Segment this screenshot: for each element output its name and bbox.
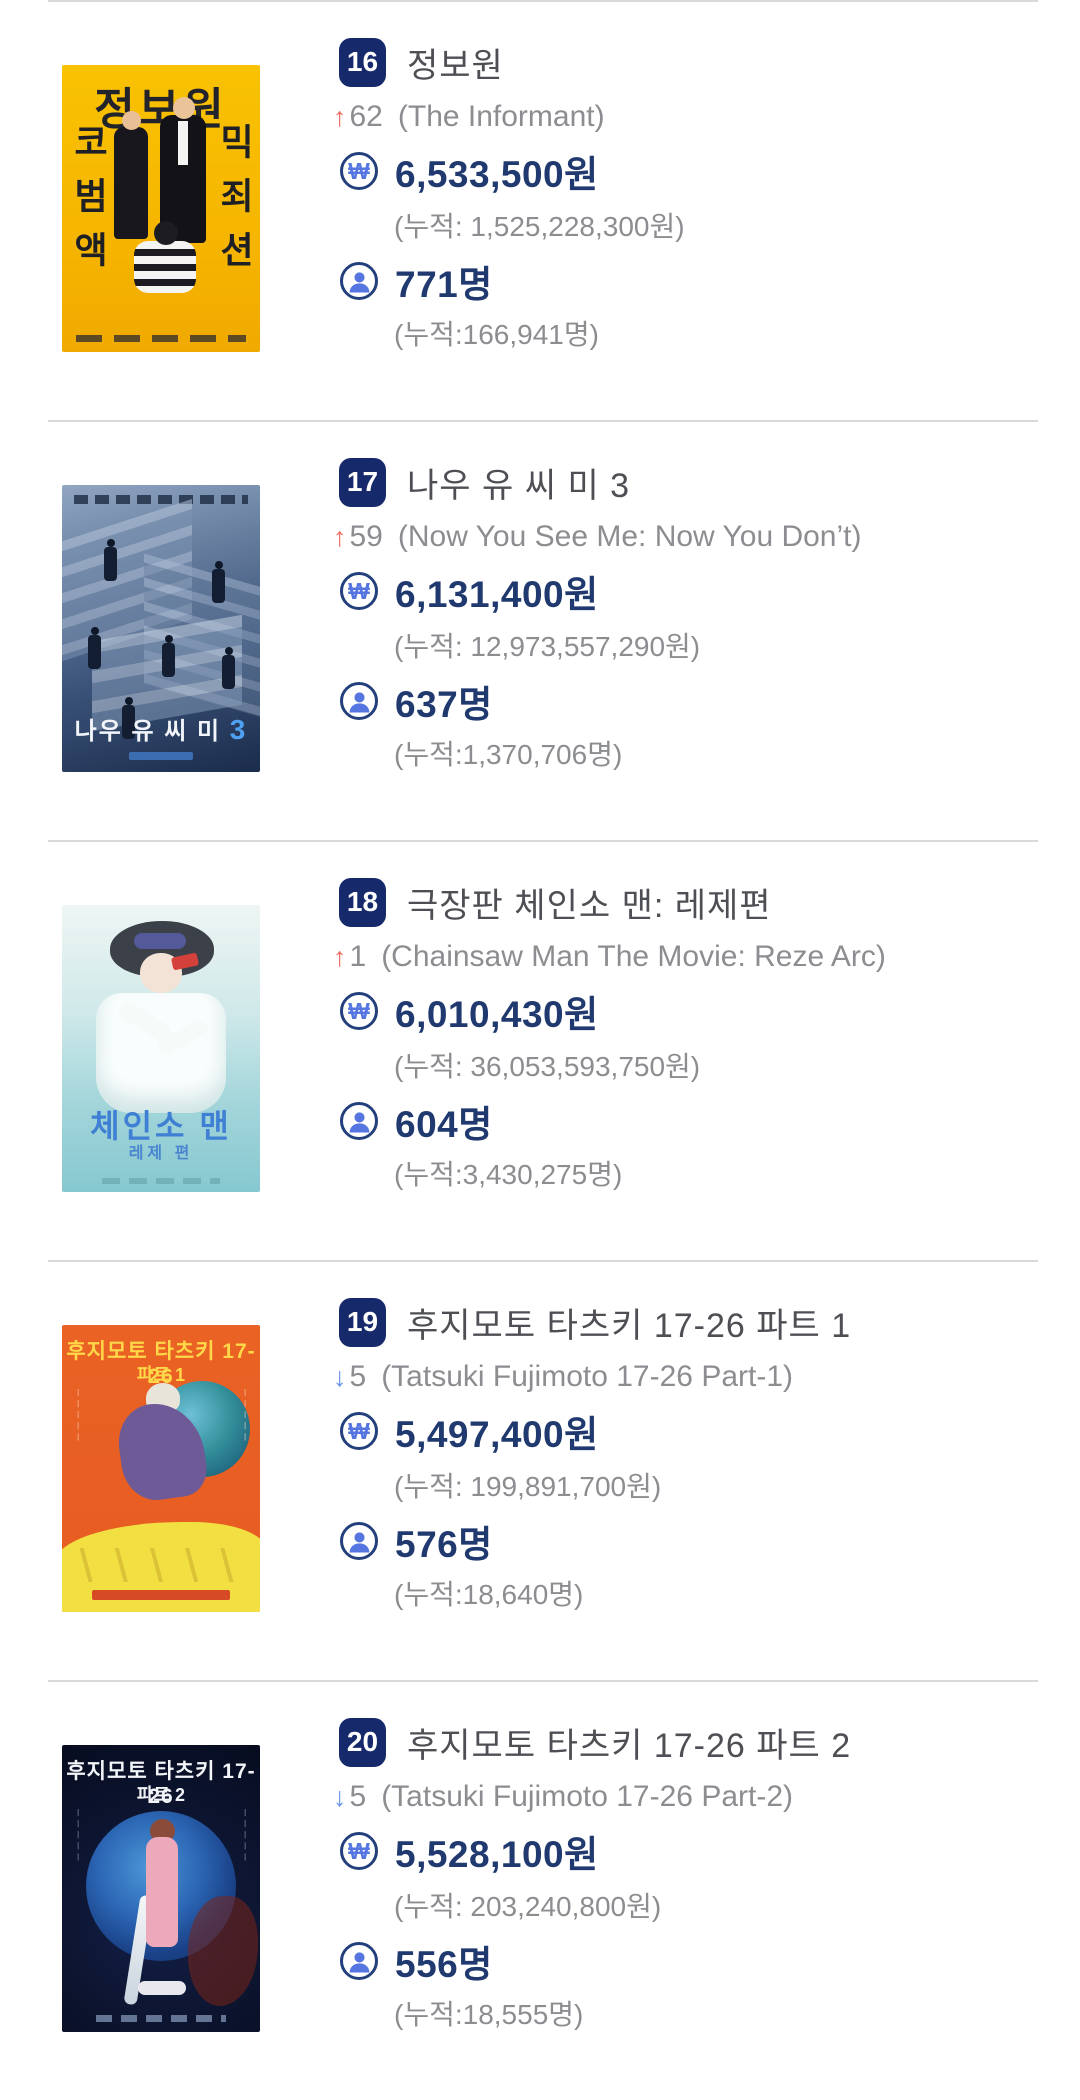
cumulative-revenue: (누적: 12,973,557,290원) [394, 631, 701, 662]
cumulative-audience: (누적:18,555명) [394, 1999, 584, 2030]
person-icon [340, 1522, 378, 1560]
poster-figure [138, 1981, 186, 1995]
poster-figure [162, 635, 175, 677]
movie-entry-18[interactable]: 체인소 맨 레제 편 18 극장판 체인소 맨: 레제편 ↑ 1 (Chains… [0, 840, 1080, 1260]
poster-figure [104, 539, 117, 581]
cumulative-audience: (누적:1,370,706명) [394, 739, 623, 770]
won-icon: ₩ [340, 1412, 378, 1450]
poster-figure [146, 1837, 178, 1947]
poster-figure [122, 697, 135, 739]
poster-subtitle: 파트 2 [136, 1785, 186, 1805]
movie-poster[interactable]: 정보원 코범액 믹죄션 [62, 65, 260, 352]
movie-title: 후지모토 타츠키 17-26 파트 2 [407, 1726, 852, 1765]
movie-english-title: (Tatsuki Fujimoto 17-26 Part-2) [381, 1780, 793, 1813]
cumulative-revenue: (누적: 36,053,593,750원) [394, 1051, 701, 1082]
daily-revenue: 6,131,400원 [395, 574, 599, 615]
rank-change-value: 1 [349, 940, 367, 973]
poster-figure [134, 221, 196, 293]
poster-credits [76, 335, 246, 342]
movie-entry-16[interactable]: 정보원 코범액 믹죄션 16 정보원 ↑ 62 (The Informant) … [0, 0, 1080, 420]
poster-subtitle: 파트 1 [136, 1365, 186, 1385]
rank-down-icon: ↓ [333, 1781, 347, 1812]
poster-side-text: ───── [72, 1809, 83, 1865]
won-icon: ₩ [340, 1832, 378, 1870]
rank-down-icon: ↓ [333, 1361, 347, 1392]
person-icon [340, 1942, 378, 1980]
daily-revenue: 5,497,400원 [395, 1414, 599, 1455]
poster-credits [102, 1178, 220, 1184]
cumulative-audience: (누적:3,430,275명) [394, 1159, 623, 1190]
poster-subtitle: 레제 편 [128, 1145, 194, 1162]
poster-art [188, 1896, 258, 2006]
poster-figure [222, 647, 235, 689]
movie-title: 후지모토 타츠키 17-26 파트 1 [407, 1306, 852, 1345]
rank-badge: 18 [339, 877, 386, 927]
daily-revenue: 6,010,430원 [395, 994, 599, 1035]
movie-poster[interactable]: 나우 유 씨 미 3 [62, 485, 260, 772]
person-icon [340, 262, 378, 300]
daily-revenue: 5,528,100원 [395, 1834, 599, 1875]
poster-credits [96, 2015, 226, 2022]
daily-audience: 771명 [395, 264, 493, 305]
won-icon: ₩ [340, 572, 378, 610]
movie-title: 극장판 체인소 맨: 레제편 [407, 886, 772, 925]
poster-figure [212, 561, 225, 603]
poster-figure [88, 627, 101, 669]
rank-change-value: 5 [349, 1360, 367, 1393]
movie-entry-17[interactable]: 나우 유 씨 미 3 17 나우 유 씨 미 3 ↑ 59 (Now You S… [0, 420, 1080, 840]
rank-up-icon: ↑ [333, 101, 347, 132]
movie-english-title: (Chainsaw Man The Movie: Reze Arc) [381, 940, 886, 973]
daily-audience: 604명 [395, 1104, 493, 1145]
daily-audience: 556명 [395, 1944, 493, 1985]
rank-badge: 19 [339, 1297, 386, 1347]
poster-title: 나우 유 씨 미 3 [74, 714, 248, 745]
daily-revenue: 6,533,500원 [395, 154, 599, 195]
poster-figure [96, 993, 226, 1113]
movie-poster[interactable]: 체인소 맨 레제 편 [62, 905, 260, 1192]
cumulative-revenue: (누적: 199,891,700원) [394, 1471, 662, 1502]
daily-audience: 637명 [395, 684, 493, 725]
poster-title: 후지모토 타츠키 17-26 [66, 1760, 256, 1808]
cumulative-audience: (누적:166,941명) [394, 319, 599, 350]
rank-up-icon: ↑ [333, 941, 347, 972]
rank-badge: 17 [339, 457, 386, 507]
movie-english-title: (Now You See Me: Now You Don’t) [397, 520, 862, 553]
poster-figure [114, 111, 148, 239]
movie-english-title: (The Informant) [397, 100, 605, 133]
poster-side-text: ───── [72, 1389, 83, 1445]
cumulative-revenue: (누적: 1,525,228,300원) [394, 211, 685, 242]
poster-side-text: ───── [239, 1809, 250, 1865]
poster-credits [92, 1590, 230, 1600]
poster-side-text: 믹죄션 [214, 123, 255, 285]
cumulative-audience: (누적:18,640명) [394, 1579, 584, 1610]
rank-change-value: 5 [349, 1780, 367, 1813]
poster-side-text: ───── [239, 1389, 250, 1445]
poster-title: 체인소 맨 [90, 1108, 232, 1144]
rank-badge: 16 [339, 37, 386, 87]
poster-art [72, 1548, 250, 1582]
movie-english-title: (Tatsuki Fujimoto 17-26 Part-1) [381, 1360, 793, 1393]
movie-title: 정보원 [407, 46, 504, 85]
movie-title: 나우 유 씨 미 3 [407, 466, 631, 505]
poster-credits [74, 495, 248, 504]
rank-up-icon: ↑ [333, 521, 347, 552]
poster-tagline [129, 752, 193, 760]
rank-change-value: 62 [349, 100, 383, 133]
movie-entry-19[interactable]: 후지모토 타츠키 17-26 파트 1 ───── ───── 19 후지모토 … [0, 1260, 1080, 1680]
person-icon [340, 682, 378, 720]
rank-badge: 20 [339, 1717, 386, 1767]
rank-change-value: 59 [349, 520, 383, 553]
poster-side-text: 코범액 [68, 123, 109, 285]
poster-art [134, 933, 186, 949]
poster-title: 후지모토 타츠키 17-26 [66, 1340, 256, 1388]
won-icon: ₩ [340, 992, 378, 1030]
won-icon: ₩ [340, 152, 378, 190]
person-icon [340, 1102, 378, 1140]
movie-entry-20[interactable]: 후지모토 타츠키 17-26 파트 2 ───── ───── 20 후지모토 … [0, 1680, 1080, 2100]
movie-poster[interactable]: 후지모토 타츠키 17-26 파트 1 ───── ───── [62, 1325, 260, 1612]
movie-poster[interactable]: 후지모토 타츠키 17-26 파트 2 ───── ───── [62, 1745, 260, 2032]
cumulative-revenue: (누적: 203,240,800원) [394, 1891, 662, 1922]
daily-audience: 576명 [395, 1524, 493, 1565]
